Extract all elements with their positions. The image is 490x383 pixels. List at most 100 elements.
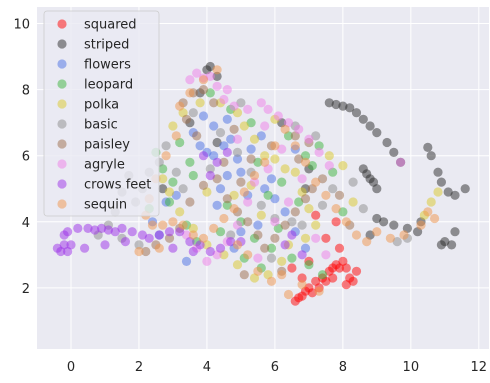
data-point [379,217,389,227]
data-point [260,243,270,253]
data-point [260,157,270,167]
data-point [246,154,256,164]
data-point [300,233,311,243]
data-point [232,240,243,250]
data-point [198,85,209,95]
data-point [460,184,470,194]
data-point [341,217,351,227]
legend-label: basic [84,118,118,133]
data-point [219,157,229,167]
data-point [236,98,246,108]
data-point [280,240,290,250]
data-points [52,61,470,306]
legend-item: squared [57,18,137,33]
data-point [212,71,222,81]
data-point [164,233,175,243]
legend-marker [57,79,67,89]
data-point [277,256,287,266]
legend-marker [57,99,67,109]
data-point [158,220,168,230]
series-squared [287,210,362,306]
data-point [396,157,406,167]
data-point [144,233,154,243]
x-tick-label: 0 [67,360,75,375]
data-point [270,154,280,164]
data-point [198,151,209,161]
legend: squared striped flowers leopard polka basic pa… [43,10,160,217]
data-point [178,220,188,230]
legend-item: polka [57,98,119,113]
data-point [249,170,260,181]
data-point [188,230,198,240]
data-point [334,190,345,200]
data-point [331,204,341,214]
data-point [433,167,443,177]
data-point [188,223,198,233]
data-point [382,137,392,148]
legend-label: flowers [84,58,131,73]
x-tick-label: 8 [339,360,347,375]
legend-label: crows feet [84,178,151,193]
data-point [158,174,168,184]
data-point [239,270,249,280]
data-point [243,197,253,207]
series-flowers [147,111,311,266]
data-point [100,240,110,250]
data-point [365,121,375,131]
legend-item: striped [57,38,129,53]
data-point [389,220,399,230]
data-point [266,243,277,253]
data-point [243,250,253,260]
data-point [188,170,198,181]
data-point [294,154,304,164]
data-point [321,233,331,243]
data-point [243,217,253,227]
data-point [450,227,460,237]
x-tick-label: 6 [271,360,279,375]
data-point [215,243,226,253]
data-point [188,246,198,257]
data-point [321,190,331,200]
data-point [246,144,256,154]
data-point [188,108,198,118]
data-point [297,174,307,184]
data-point [317,200,328,210]
data-point [168,243,178,253]
data-point [253,253,263,263]
legend-marker [57,179,67,189]
y-tick-label: 6 [22,150,30,165]
data-point [338,161,348,171]
data-point [328,273,338,283]
data-point [181,114,192,124]
data-point [277,144,287,154]
data-point [164,197,175,207]
data-point [63,227,73,237]
data-point [266,174,277,184]
data-point [328,184,338,194]
data-point [229,124,239,134]
data-point [171,190,181,200]
data-point [195,98,205,108]
data-point [368,177,379,187]
data-point [161,141,171,151]
data-point [164,187,175,197]
data-point [175,207,185,217]
data-point [362,237,372,247]
data-point [392,237,402,247]
data-point [222,200,232,210]
data-point [164,227,175,237]
legend-item: paisley [57,138,130,153]
data-point [205,170,215,181]
data-point [341,280,351,290]
data-point [117,223,127,233]
data-point [280,164,290,174]
data-point [317,174,328,184]
data-point [263,190,273,200]
data-point [277,270,287,280]
data-point [324,151,334,161]
data-point [205,61,215,72]
data-point [372,213,382,224]
data-point [270,194,280,204]
legend-marker [57,139,67,149]
